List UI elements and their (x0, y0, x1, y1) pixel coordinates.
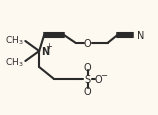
Text: N: N (41, 47, 49, 56)
Text: −: − (100, 71, 107, 80)
Text: +: + (45, 42, 52, 51)
Text: O: O (84, 86, 91, 96)
Text: O: O (84, 62, 91, 72)
Text: N: N (137, 31, 145, 41)
Text: O: O (84, 39, 91, 49)
Text: O: O (95, 74, 102, 84)
Text: S: S (85, 74, 91, 84)
Text: CH$_3$: CH$_3$ (5, 34, 23, 47)
Text: CH$_3$: CH$_3$ (5, 56, 23, 69)
